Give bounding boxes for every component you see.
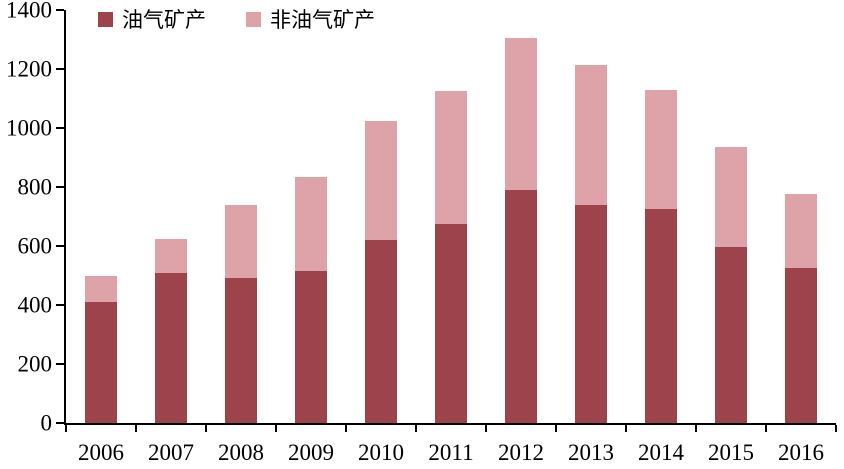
- x-tick-label: 2016: [778, 440, 824, 465]
- legend-swatch: [98, 11, 113, 27]
- bar-segment: [295, 271, 327, 423]
- bar-segment: [85, 275, 117, 303]
- stacked-bar: [715, 147, 747, 423]
- x-tick: [695, 425, 697, 432]
- legend: 油气矿产 非油气矿产: [98, 4, 375, 34]
- stacked-bar: [575, 64, 607, 423]
- bar-column: [416, 10, 486, 423]
- bar-segment: [645, 89, 677, 210]
- stacked-bar: [295, 176, 327, 423]
- bar-segment: [715, 247, 747, 423]
- bar-column: [556, 10, 626, 423]
- x-tick: [835, 425, 837, 432]
- bar-segment: [505, 38, 537, 190]
- stacked-bar: [225, 204, 257, 423]
- bar-segment: [155, 272, 187, 423]
- stacked-bar: [435, 91, 467, 423]
- bar-segment: [435, 223, 467, 423]
- x-tick: [135, 425, 137, 432]
- x-tick-label: 2008: [218, 440, 264, 465]
- y-tick: [56, 127, 64, 129]
- bar-segment: [295, 176, 327, 272]
- x-axis-labels: 2006 2007 2008 2009 2010 2011 2012 2013 2014 2015…: [66, 440, 836, 466]
- bar-segment: [785, 268, 817, 423]
- legend-label: 非油气矿产: [270, 8, 375, 32]
- y-tick: [56, 304, 64, 306]
- legend-label: 油气矿产: [122, 8, 206, 32]
- bar-segment: [575, 64, 607, 205]
- x-tick-label: 2012: [498, 440, 544, 465]
- y-tick-label: 1400: [6, 0, 52, 23]
- bar-column: [206, 10, 276, 423]
- x-tick-label: 2015: [708, 440, 754, 465]
- y-tick: [56, 245, 64, 247]
- x-tick: [205, 425, 207, 432]
- legend-item: 油气矿产: [98, 4, 206, 34]
- stacked-bar: [505, 38, 537, 423]
- x-tick-label: 2010: [358, 440, 404, 465]
- y-tick: [56, 186, 64, 188]
- bar-segment: [225, 204, 257, 279]
- y-tick: [56, 422, 64, 424]
- x-tick-label: 2007: [148, 440, 194, 465]
- stacked-bar: [785, 194, 817, 423]
- stacked-bar: [365, 120, 397, 423]
- legend-item: 非油气矿产: [246, 4, 375, 34]
- bar-segment: [505, 189, 537, 423]
- x-tick: [555, 425, 557, 432]
- y-tick-label: 400: [17, 292, 53, 318]
- stacked-bar: [645, 89, 677, 423]
- plot-area: [64, 10, 836, 425]
- x-tick-label: 2006: [78, 440, 124, 465]
- bar-column: [276, 10, 346, 423]
- bar-segment: [785, 194, 817, 269]
- x-tick: [65, 425, 67, 432]
- bar-segment: [435, 91, 467, 224]
- x-tick-label: 2009: [288, 440, 334, 465]
- y-tick-label: 600: [17, 233, 53, 259]
- bar-segment: [575, 204, 607, 423]
- bar-segment: [85, 302, 117, 423]
- stacked-bar: [155, 238, 187, 423]
- y-tick-label: 1200: [6, 56, 52, 82]
- bar-column: [766, 10, 836, 423]
- bar-column: [486, 10, 556, 423]
- bars-container: [66, 10, 836, 423]
- bar-segment: [225, 278, 257, 423]
- x-tick: [345, 425, 347, 432]
- bar-column: [626, 10, 696, 423]
- y-tick-label: 1000: [6, 115, 52, 141]
- x-tick-label: 2013: [568, 440, 614, 465]
- bar-column: [136, 10, 206, 423]
- bar-segment: [645, 209, 677, 423]
- x-tick: [415, 425, 417, 432]
- bar-segment: [365, 120, 397, 241]
- bar-column: [696, 10, 766, 423]
- x-tick: [765, 425, 767, 432]
- x-tick-label: 2011: [428, 440, 474, 465]
- bar-column: [66, 10, 136, 423]
- y-tick-label: 0: [40, 410, 53, 436]
- y-tick: [56, 363, 64, 365]
- x-tick-label: 2014: [638, 440, 684, 465]
- bar-column: [346, 10, 416, 423]
- bar-segment: [155, 238, 187, 273]
- y-tick: [56, 9, 64, 11]
- legend-swatch: [246, 11, 261, 27]
- x-tick: [625, 425, 627, 432]
- stacked-bar: [85, 275, 117, 423]
- x-tick: [275, 425, 277, 432]
- bar-segment: [715, 147, 747, 248]
- bar-segment: [365, 240, 397, 423]
- y-tick: [56, 68, 64, 70]
- y-tick-label: 800: [17, 174, 53, 200]
- x-tick: [485, 425, 487, 432]
- y-tick-label: 200: [17, 351, 53, 377]
